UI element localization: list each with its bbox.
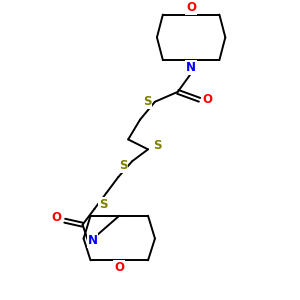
Text: O: O [202,93,212,106]
Text: N: N [186,61,196,74]
Text: S: S [119,159,128,172]
Text: O: O [186,1,196,14]
Text: O: O [114,261,124,274]
Text: O: O [52,211,62,224]
Text: S: S [153,139,161,152]
Text: S: S [143,95,151,108]
Text: S: S [99,198,108,211]
Text: N: N [88,234,98,247]
